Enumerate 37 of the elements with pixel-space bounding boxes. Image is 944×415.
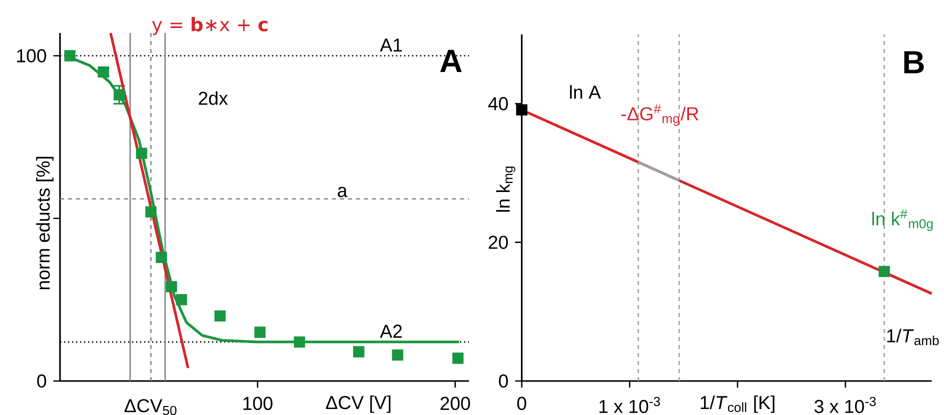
x-tick-label: 100 (243, 396, 272, 410)
point (254, 326, 266, 338)
text: ΔCV$_{50}$ (124, 399, 176, 415)
chart-title: A (440, 50, 462, 72)
y-tick-label: 40 (488, 97, 508, 110)
point (114, 89, 125, 100)
point (136, 148, 148, 159)
ref-line-label: A2 (380, 324, 402, 338)
annotation: 2dx (198, 91, 228, 105)
point (392, 349, 404, 361)
x-axis-title: ΔCV [V] (326, 395, 390, 413)
x-tick-label: 0 (517, 396, 526, 410)
point (452, 352, 464, 364)
point (145, 206, 156, 218)
annotation: ln k$^{#}$m0g (872, 209, 933, 231)
annotation: y = b∗x + c (152, 17, 268, 36)
point (166, 281, 178, 292)
x-tick-label: 3 x 10$^{-3}$ (814, 396, 876, 414)
y-tick-label: 0 (498, 374, 508, 388)
point (214, 310, 226, 322)
x-tick-label: 1 x 10$^{-3}$ (599, 396, 660, 414)
y-axis-title: ln k$_{mg}$ (496, 166, 516, 212)
y-axis-title: norm educts [%] (36, 156, 54, 290)
ref-line-label: A1 (380, 38, 402, 52)
annotation: -ΔG$^{#}$$_{mg}$/R (621, 104, 698, 126)
point (294, 336, 306, 348)
annotation: a (338, 186, 348, 198)
chart-title: B (904, 51, 924, 74)
annotation: ln A (570, 85, 601, 99)
x-tick-label: 200 (440, 396, 470, 410)
point (64, 50, 76, 62)
point (176, 294, 188, 306)
y-tick-label: 20 (488, 236, 508, 249)
point (353, 346, 364, 358)
point (156, 252, 167, 264)
x-axis-title: 1/T$_{coll}$ [K] (700, 395, 774, 413)
annotation: 1/T$_{amb}$ (887, 328, 939, 346)
